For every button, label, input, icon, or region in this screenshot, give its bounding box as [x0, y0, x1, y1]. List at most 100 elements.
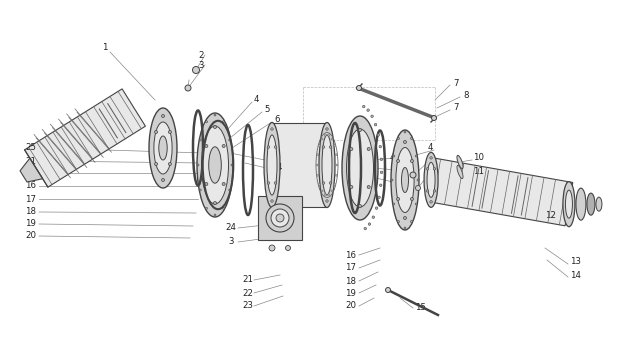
Ellipse shape — [379, 146, 381, 148]
Ellipse shape — [205, 183, 208, 186]
Polygon shape — [427, 158, 573, 226]
Ellipse shape — [404, 217, 407, 220]
Text: 21: 21 — [25, 156, 36, 166]
Ellipse shape — [268, 182, 270, 184]
Ellipse shape — [426, 190, 429, 192]
Text: 5: 5 — [264, 105, 269, 115]
Ellipse shape — [334, 183, 336, 185]
Ellipse shape — [367, 109, 370, 112]
Text: 4: 4 — [254, 96, 260, 104]
Text: 8: 8 — [463, 90, 468, 100]
Ellipse shape — [410, 137, 412, 139]
Ellipse shape — [316, 174, 319, 176]
Ellipse shape — [154, 122, 172, 174]
Ellipse shape — [367, 186, 370, 188]
Ellipse shape — [214, 114, 216, 116]
Ellipse shape — [404, 227, 406, 229]
Ellipse shape — [328, 134, 330, 136]
Ellipse shape — [321, 190, 323, 192]
Text: 12: 12 — [545, 210, 556, 220]
Ellipse shape — [222, 207, 224, 209]
Ellipse shape — [322, 182, 325, 184]
Ellipse shape — [154, 131, 158, 134]
Ellipse shape — [576, 188, 586, 220]
Ellipse shape — [433, 190, 436, 192]
Ellipse shape — [276, 214, 284, 222]
Text: 16: 16 — [25, 182, 36, 190]
Ellipse shape — [410, 159, 413, 163]
Ellipse shape — [324, 134, 326, 136]
Ellipse shape — [457, 155, 463, 169]
Ellipse shape — [431, 116, 436, 120]
Ellipse shape — [205, 144, 208, 148]
Ellipse shape — [271, 209, 289, 227]
Ellipse shape — [231, 164, 233, 166]
Ellipse shape — [329, 146, 332, 148]
Ellipse shape — [149, 108, 177, 188]
Ellipse shape — [169, 163, 171, 166]
Ellipse shape — [209, 147, 221, 183]
Text: 3: 3 — [428, 155, 433, 165]
Ellipse shape — [322, 135, 332, 195]
Ellipse shape — [375, 207, 378, 209]
Ellipse shape — [269, 245, 275, 251]
Text: 7: 7 — [453, 79, 459, 87]
Text: 20: 20 — [345, 302, 356, 310]
Ellipse shape — [380, 158, 383, 160]
Ellipse shape — [358, 204, 362, 207]
Ellipse shape — [229, 189, 231, 191]
Ellipse shape — [271, 128, 273, 130]
Ellipse shape — [457, 165, 463, 179]
Ellipse shape — [410, 221, 412, 223]
Ellipse shape — [154, 163, 158, 166]
Ellipse shape — [316, 154, 319, 156]
Ellipse shape — [336, 174, 337, 176]
Text: 2: 2 — [428, 169, 433, 177]
Ellipse shape — [415, 155, 417, 157]
Text: 11: 11 — [473, 167, 484, 175]
Ellipse shape — [328, 193, 330, 195]
Ellipse shape — [318, 183, 320, 185]
Ellipse shape — [393, 155, 395, 157]
Ellipse shape — [410, 172, 416, 178]
Text: 18: 18 — [25, 207, 36, 217]
Ellipse shape — [336, 154, 337, 156]
Ellipse shape — [206, 121, 208, 123]
Ellipse shape — [391, 179, 393, 181]
Ellipse shape — [214, 214, 216, 216]
Ellipse shape — [222, 121, 224, 123]
Text: 3: 3 — [267, 153, 273, 163]
Text: 10: 10 — [473, 153, 484, 163]
Ellipse shape — [397, 198, 400, 201]
Ellipse shape — [342, 116, 378, 220]
Ellipse shape — [274, 146, 277, 148]
Polygon shape — [272, 123, 327, 207]
Ellipse shape — [197, 113, 233, 217]
Ellipse shape — [410, 198, 413, 201]
Text: 7: 7 — [453, 103, 459, 113]
Ellipse shape — [378, 196, 380, 199]
Ellipse shape — [397, 221, 399, 223]
Ellipse shape — [206, 207, 208, 209]
Ellipse shape — [350, 186, 353, 188]
Ellipse shape — [331, 190, 333, 192]
Ellipse shape — [404, 131, 406, 133]
Ellipse shape — [316, 164, 318, 166]
Ellipse shape — [159, 136, 167, 160]
Ellipse shape — [213, 202, 216, 204]
Ellipse shape — [596, 197, 602, 211]
Ellipse shape — [357, 85, 362, 90]
Ellipse shape — [424, 152, 438, 207]
Ellipse shape — [565, 190, 572, 218]
Ellipse shape — [372, 216, 375, 218]
Ellipse shape — [161, 178, 164, 182]
Ellipse shape — [379, 184, 382, 186]
Text: 16: 16 — [345, 251, 356, 259]
Ellipse shape — [397, 137, 399, 139]
Ellipse shape — [358, 129, 362, 132]
Text: 4: 4 — [390, 153, 396, 163]
Ellipse shape — [363, 105, 365, 108]
Ellipse shape — [185, 85, 191, 91]
Text: 13: 13 — [570, 257, 581, 267]
Text: 23: 23 — [242, 302, 253, 310]
